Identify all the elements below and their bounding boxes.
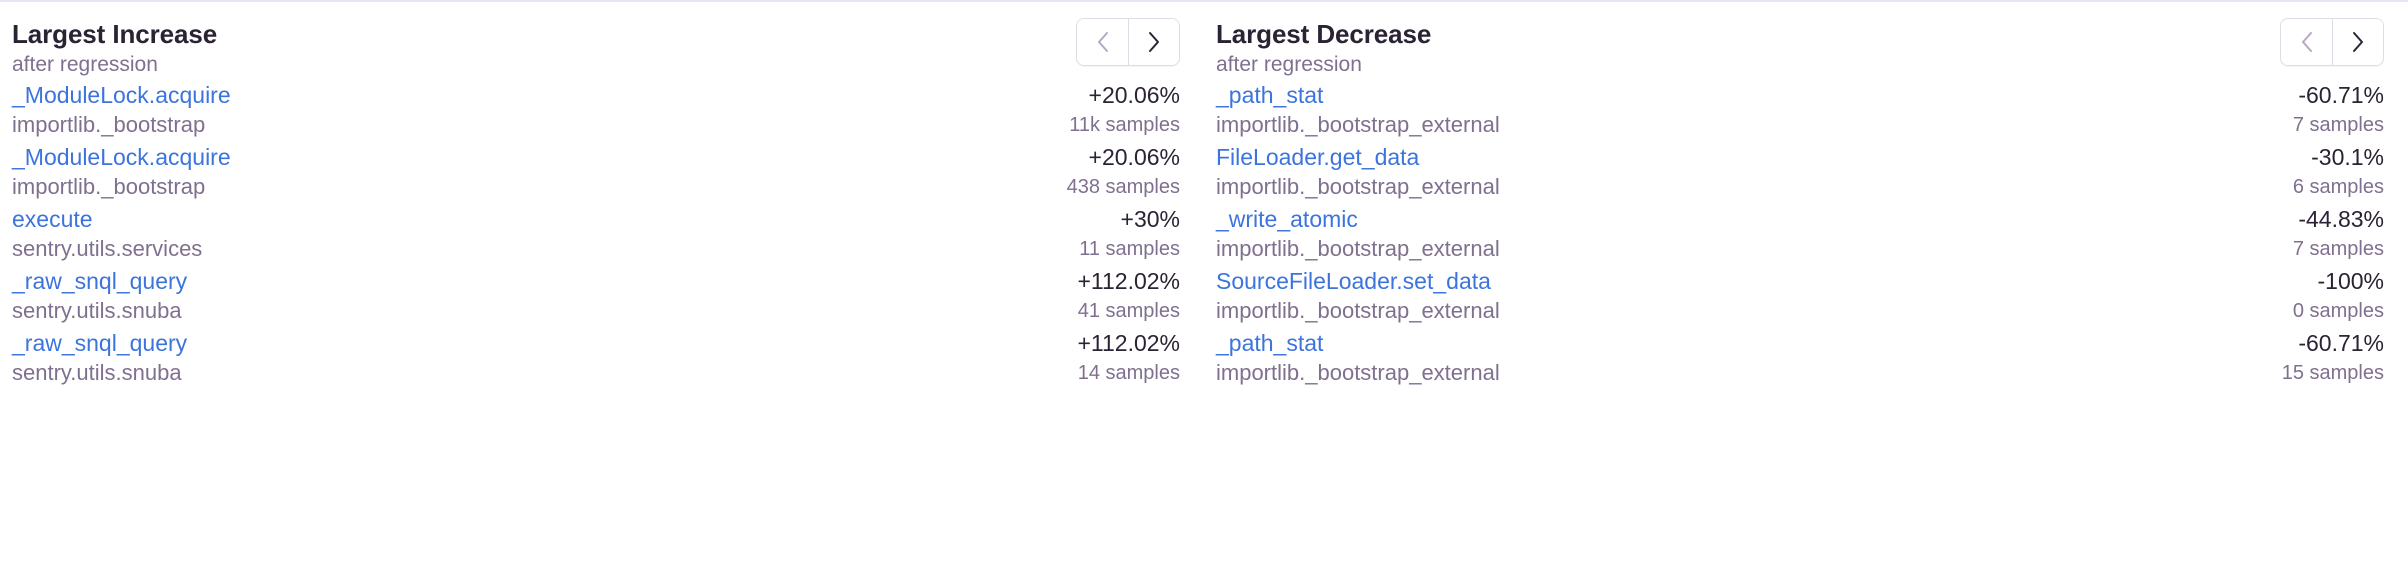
function-metrics: +20.06% 438 samples <box>1043 142 1180 201</box>
function-info: _ModuleLock.acquire importlib._bootstrap <box>12 80 231 139</box>
function-metrics: +112.02% 41 samples <box>1053 266 1180 325</box>
function-name-link[interactable]: _raw_snql_query <box>12 330 188 356</box>
pagination-previous-button-largest-increase[interactable] <box>1077 19 1128 65</box>
panel-header-text: Largest Decrease after regression <box>1216 18 1431 78</box>
function-package: importlib._bootstrap_external <box>1216 112 1500 137</box>
function-metrics: -30.1% 6 samples <box>2269 142 2384 201</box>
function-name-link[interactable]: _ModuleLock.acquire <box>12 82 231 108</box>
function-name-link[interactable]: _ModuleLock.acquire <box>12 144 231 170</box>
function-package: importlib._bootstrap_external <box>1216 360 1500 385</box>
pagination-next-button-largest-increase[interactable] <box>1128 19 1179 65</box>
function-package: sentry.utils.snuba <box>12 298 182 323</box>
pagination-control <box>2280 18 2384 66</box>
delta-percentage: -60.71% <box>2298 330 2384 356</box>
pagination-control <box>1076 18 1180 66</box>
function-package: importlib._bootstrap_external <box>1216 298 1500 323</box>
panel-header: Largest Increase after regression <box>0 2 1204 80</box>
panel-title: Largest Increase <box>12 19 218 49</box>
list-item-largest-increase-4: _raw_snql_query sentry.utils.snuba +112.… <box>0 328 1204 390</box>
panel-title: Largest Decrease <box>1216 19 1432 49</box>
delta-percentage: +112.02% <box>1077 268 1180 294</box>
function-info: _raw_snql_query sentry.utils.snuba <box>12 328 187 387</box>
pagination-next-button-largest-decrease[interactable] <box>2332 19 2383 65</box>
panel-list: _path_stat importlib._bootstrap_external… <box>1204 80 2408 586</box>
function-name-link[interactable]: _write_atomic <box>1216 206 1358 232</box>
delta-percentage: -100% <box>2317 268 2384 294</box>
list-item-largest-decrease-4: _path_stat importlib._bootstrap_external… <box>1204 328 2408 390</box>
function-name-link[interactable]: _raw_snql_query <box>12 268 188 294</box>
function-metrics: -60.71% 7 samples <box>2269 80 2384 139</box>
list-item-largest-decrease-1: FileLoader.get_data importlib._bootstrap… <box>1204 142 2408 204</box>
function-name-link[interactable]: execute <box>12 206 93 232</box>
function-info: _raw_snql_query sentry.utils.snuba <box>12 266 187 325</box>
function-info: _ModuleLock.acquire importlib._bootstrap <box>12 142 231 201</box>
panel-header-text: Largest Increase after regression <box>12 18 217 78</box>
function-name-link[interactable]: _path_stat <box>1216 330 1324 356</box>
panel-header: Largest Decrease after regression <box>1204 2 2408 80</box>
sample-count: 11k samples <box>1069 114 1180 136</box>
sample-count: 7 samples <box>2292 238 2384 260</box>
delta-percentage: -44.83% <box>2298 206 2384 232</box>
function-info: _write_atomic importlib._bootstrap_exter… <box>1216 204 1500 263</box>
list-item-largest-increase-0: _ModuleLock.acquire importlib._bootstrap… <box>0 80 1204 142</box>
function-metrics: +112.02% 14 samples <box>1053 328 1180 387</box>
function-package: importlib._bootstrap_external <box>1216 236 1500 261</box>
delta-percentage: +30% <box>1120 206 1180 232</box>
function-info: execute sentry.utils.services <box>12 204 202 263</box>
function-info: _path_stat importlib._bootstrap_external <box>1216 80 1500 139</box>
delta-percentage: -60.71% <box>2298 82 2384 108</box>
delta-percentage: +20.06% <box>1088 82 1180 108</box>
function-package: importlib._bootstrap <box>12 112 206 137</box>
function-metrics: +20.06% 11k samples <box>1045 80 1180 139</box>
panel-subtitle: after regression <box>1216 53 1362 76</box>
function-metrics: -100% 0 samples <box>2269 266 2384 325</box>
chevron-right-icon <box>2349 28 2367 56</box>
function-info: SourceFileLoader.set_data importlib._boo… <box>1216 266 1500 325</box>
list-item-largest-decrease-2: _write_atomic importlib._bootstrap_exter… <box>1204 204 2408 266</box>
function-name-link[interactable]: SourceFileLoader.set_data <box>1216 268 1491 294</box>
sample-count: 6 samples <box>2292 176 2384 198</box>
function-info: FileLoader.get_data importlib._bootstrap… <box>1216 142 1500 201</box>
chevron-left-icon <box>1094 28 1112 56</box>
delta-percentage: -30.1% <box>2311 144 2384 170</box>
sample-count: 14 samples <box>1077 362 1180 384</box>
list-item-largest-decrease-0: _path_stat importlib._bootstrap_external… <box>1204 80 2408 142</box>
function-metrics: +30% 11 samples <box>1055 204 1180 263</box>
function-package: importlib._bootstrap <box>12 174 206 199</box>
delta-percentage: +20.06% <box>1088 144 1180 170</box>
panel-subtitle: after regression <box>12 53 158 76</box>
sample-count: 41 samples <box>1077 300 1180 322</box>
sample-count: 11 samples <box>1079 238 1180 260</box>
sample-count: 0 samples <box>2292 300 2384 322</box>
function-name-link[interactable]: FileLoader.get_data <box>1216 144 1420 170</box>
list-item-largest-decrease-3: SourceFileLoader.set_data importlib._boo… <box>1204 266 2408 328</box>
function-package: sentry.utils.services <box>12 236 203 261</box>
list-item-largest-increase-2: execute sentry.utils.services +30% 11 sa… <box>0 204 1204 266</box>
function-package: importlib._bootstrap_external <box>1216 174 1500 199</box>
function-metrics: -44.83% 7 samples <box>2269 204 2384 263</box>
chevron-left-icon <box>2298 28 2316 56</box>
function-name-link[interactable]: _path_stat <box>1216 82 1324 108</box>
delta-percentage: +112.02% <box>1077 330 1180 356</box>
regression-panel-largest-increase: Largest Increase after regression <box>0 2 1204 586</box>
chevron-right-icon <box>1145 28 1163 56</box>
regression-panel-largest-decrease: Largest Decrease after regression <box>1204 2 2408 586</box>
sample-count: 15 samples <box>2281 362 2384 384</box>
function-info: _path_stat importlib._bootstrap_external <box>1216 328 1500 387</box>
sample-count: 7 samples <box>2292 114 2384 136</box>
function-metrics: -60.71% 15 samples <box>2258 328 2384 387</box>
panel-list: _ModuleLock.acquire importlib._bootstrap… <box>0 80 1204 586</box>
list-item-largest-increase-3: _raw_snql_query sentry.utils.snuba +112.… <box>0 266 1204 328</box>
list-item-largest-increase-1: _ModuleLock.acquire importlib._bootstrap… <box>0 142 1204 204</box>
sample-count: 438 samples <box>1066 176 1180 198</box>
function-package: sentry.utils.snuba <box>12 360 182 385</box>
pagination-previous-button-largest-decrease[interactable] <box>2281 19 2332 65</box>
